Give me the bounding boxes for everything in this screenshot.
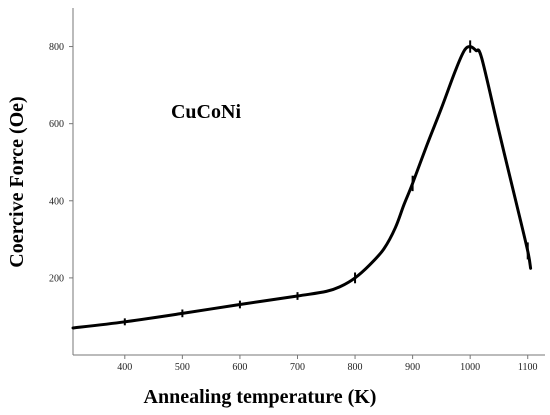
y-axis-label: Coercive Force (Oe) xyxy=(6,96,28,267)
axes xyxy=(72,8,545,356)
x-tick-label: 1100 xyxy=(518,362,538,373)
data-series xyxy=(71,45,533,330)
chart-annotation: CuCoNi xyxy=(171,101,241,123)
error-bars xyxy=(123,40,529,326)
x-tick-label: 700 xyxy=(290,362,305,373)
y-tick-label: 600 xyxy=(49,119,64,130)
x-tick-label: 400 xyxy=(117,362,132,373)
x-tick-label: 600 xyxy=(232,362,247,373)
x-tick-label: 900 xyxy=(405,362,420,373)
tick-marks xyxy=(69,46,529,359)
y-tick-label: 800 xyxy=(49,42,64,53)
x-tick-label: 800 xyxy=(348,362,363,373)
y-tick-label: 400 xyxy=(49,196,64,207)
x-axis-label: Annealing temperature (K) xyxy=(144,386,377,408)
y-tick-label: 200 xyxy=(49,273,64,284)
series-line xyxy=(71,45,533,330)
x-tick-label: 1000 xyxy=(460,362,480,373)
x-tick-label: 500 xyxy=(175,362,190,373)
tick-labels: 400 500 600 700 800 900 1000 1100 200 400 600 800 xyxy=(49,42,538,373)
